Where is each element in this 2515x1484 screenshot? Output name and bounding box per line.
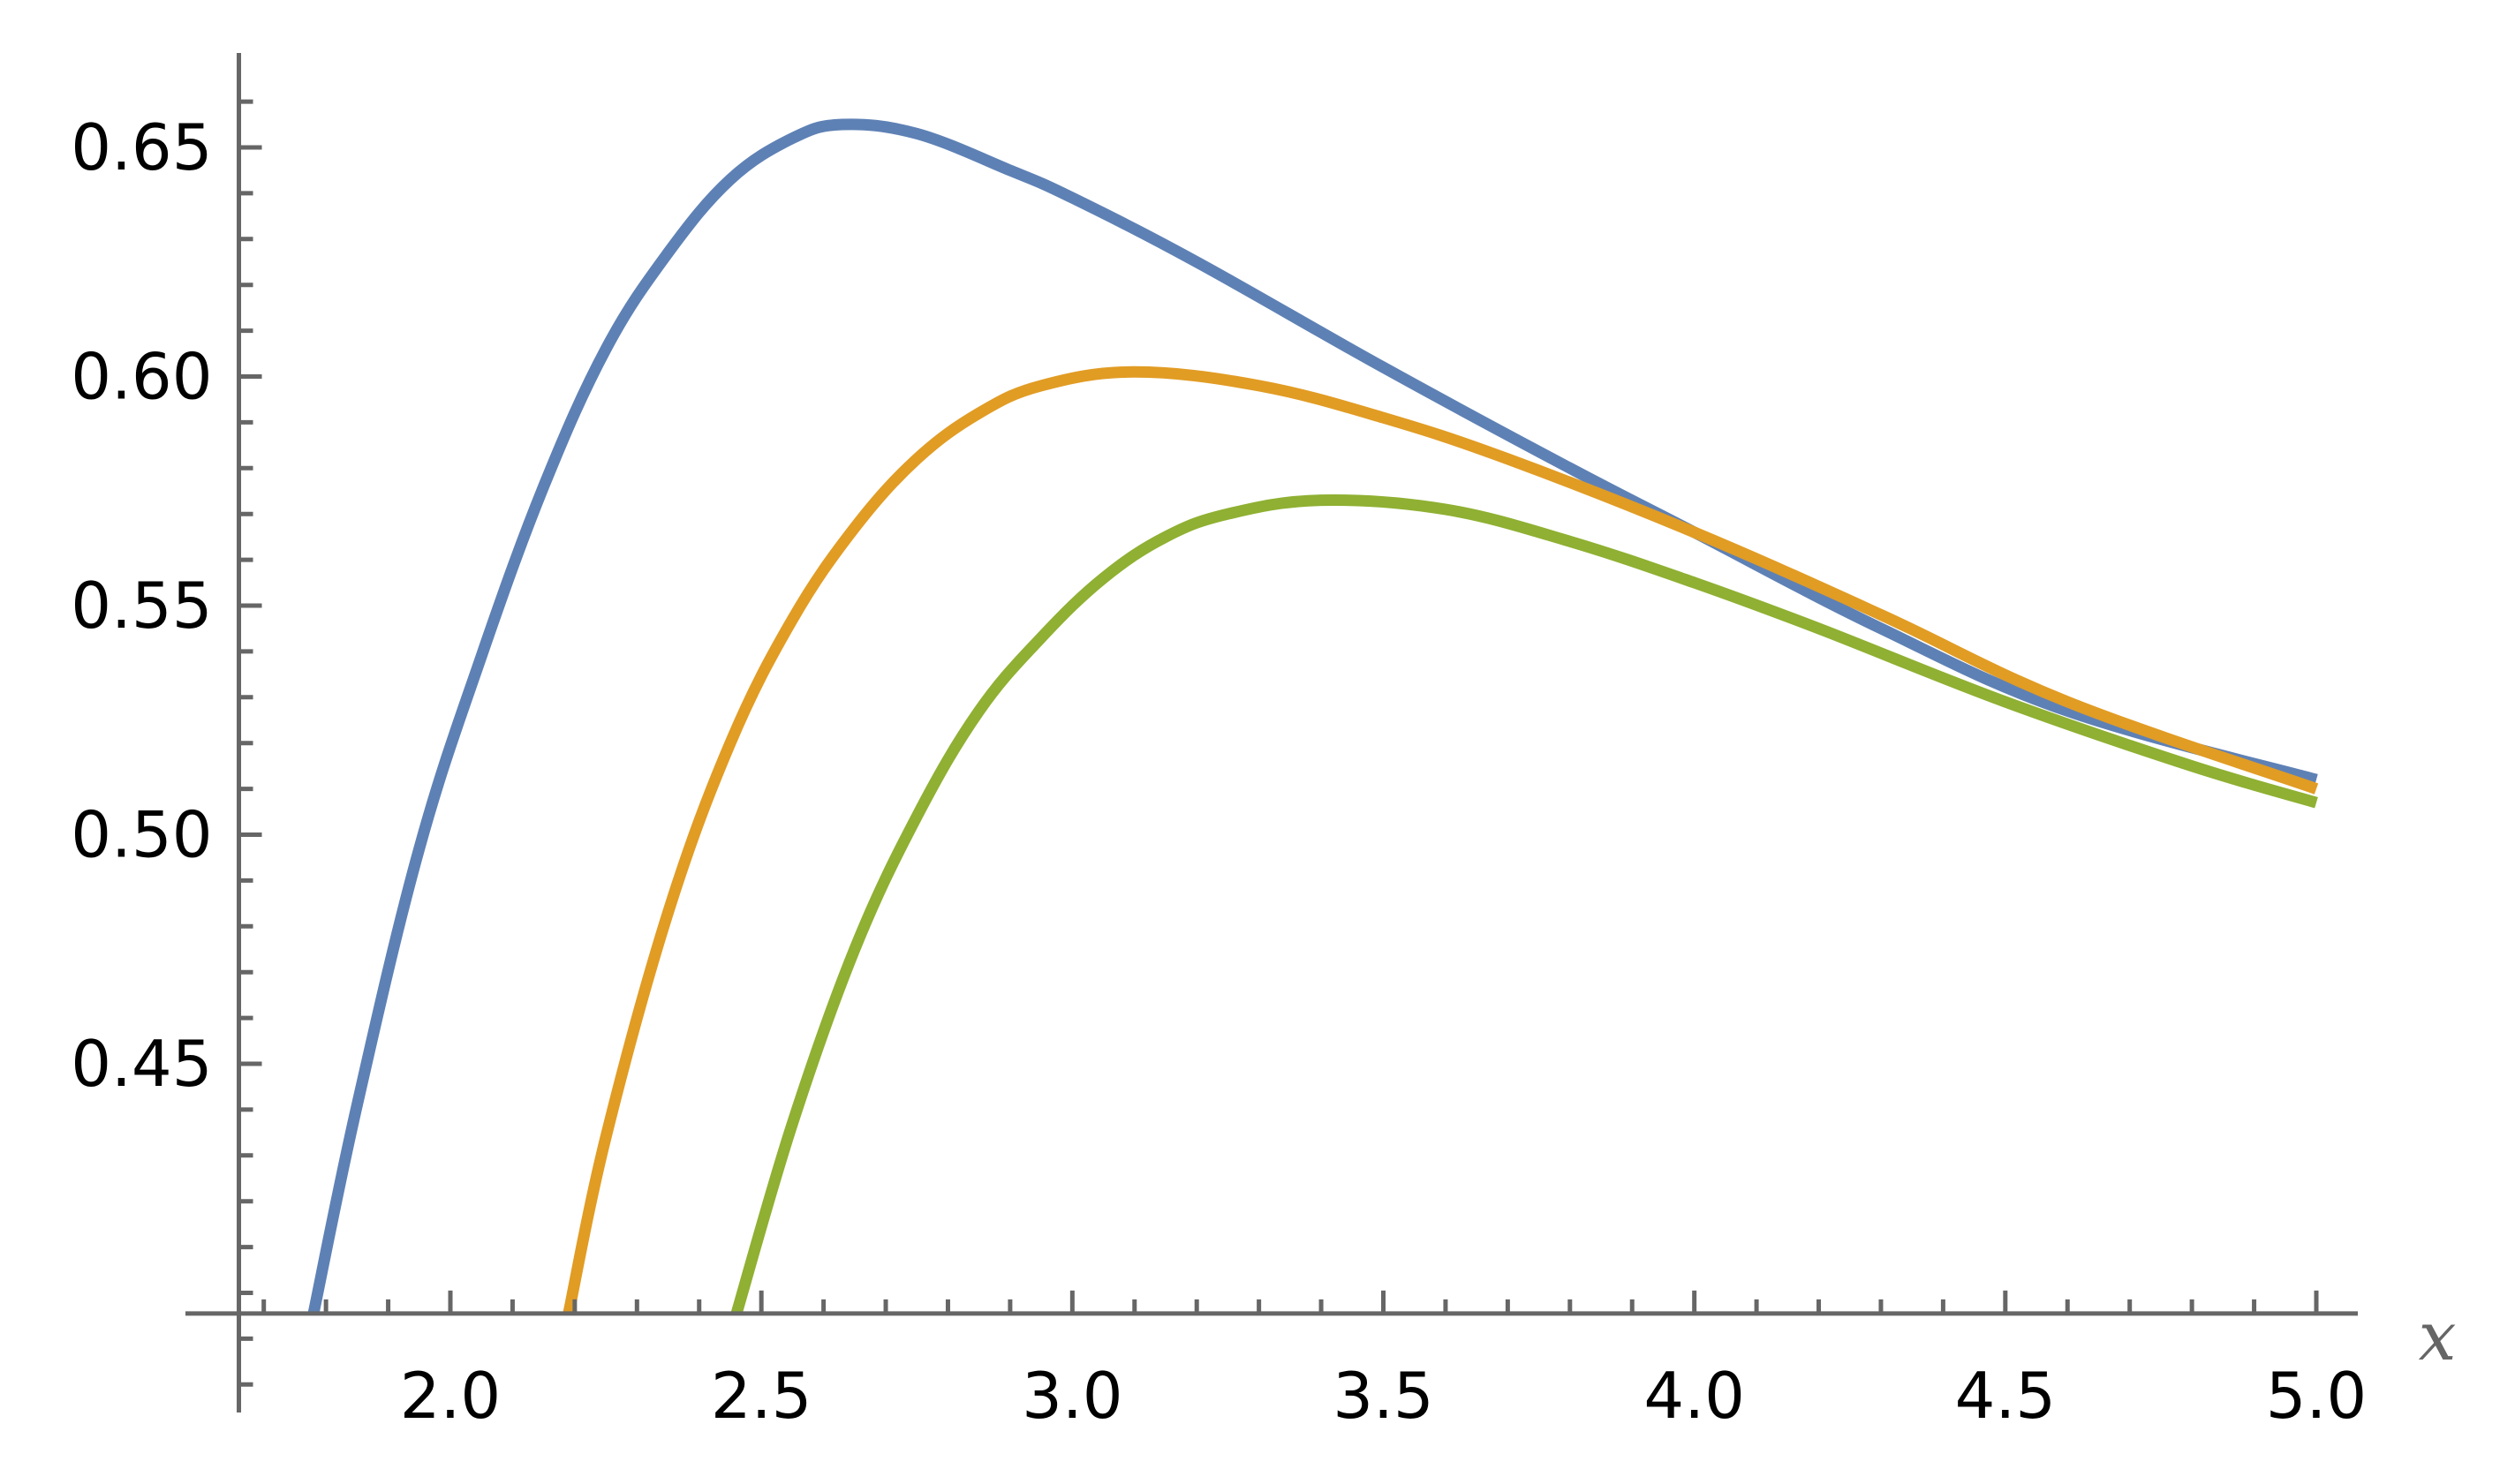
- y-tick-label: 0.55: [71, 569, 212, 643]
- y-tick-label: 0.60: [71, 340, 212, 414]
- axes-group: [185, 53, 2358, 1412]
- series-line-2: [563, 365, 2319, 1315]
- y-tick-label: 0.65: [71, 110, 212, 185]
- x-tick-label: 2.0: [400, 1359, 502, 1433]
- series-line-1: [307, 118, 2318, 1315]
- x-tick-label: 5.0: [2266, 1359, 2368, 1433]
- x-tick-label: 4.5: [1955, 1359, 2057, 1433]
- y-tick-label: 0.45: [71, 1027, 212, 1101]
- x-axis-title: x: [2419, 1297, 2457, 1375]
- x-tick-label: 3.5: [1333, 1359, 1434, 1433]
- labels-group: 2.0 2.5 3.0 3.5 4.0 4.5 5.0 0.45 0.50 0.55 0.60 0.6…: [71, 110, 2367, 1433]
- x-tick-label: 3.0: [1022, 1359, 1123, 1433]
- x-tick-label: 2.5: [711, 1359, 812, 1433]
- series-group: [307, 118, 2319, 1315]
- y-tick-label: 0.50: [71, 798, 212, 872]
- series-line-3: [730, 493, 2318, 1315]
- x-tick-label: 4.0: [1643, 1359, 1745, 1433]
